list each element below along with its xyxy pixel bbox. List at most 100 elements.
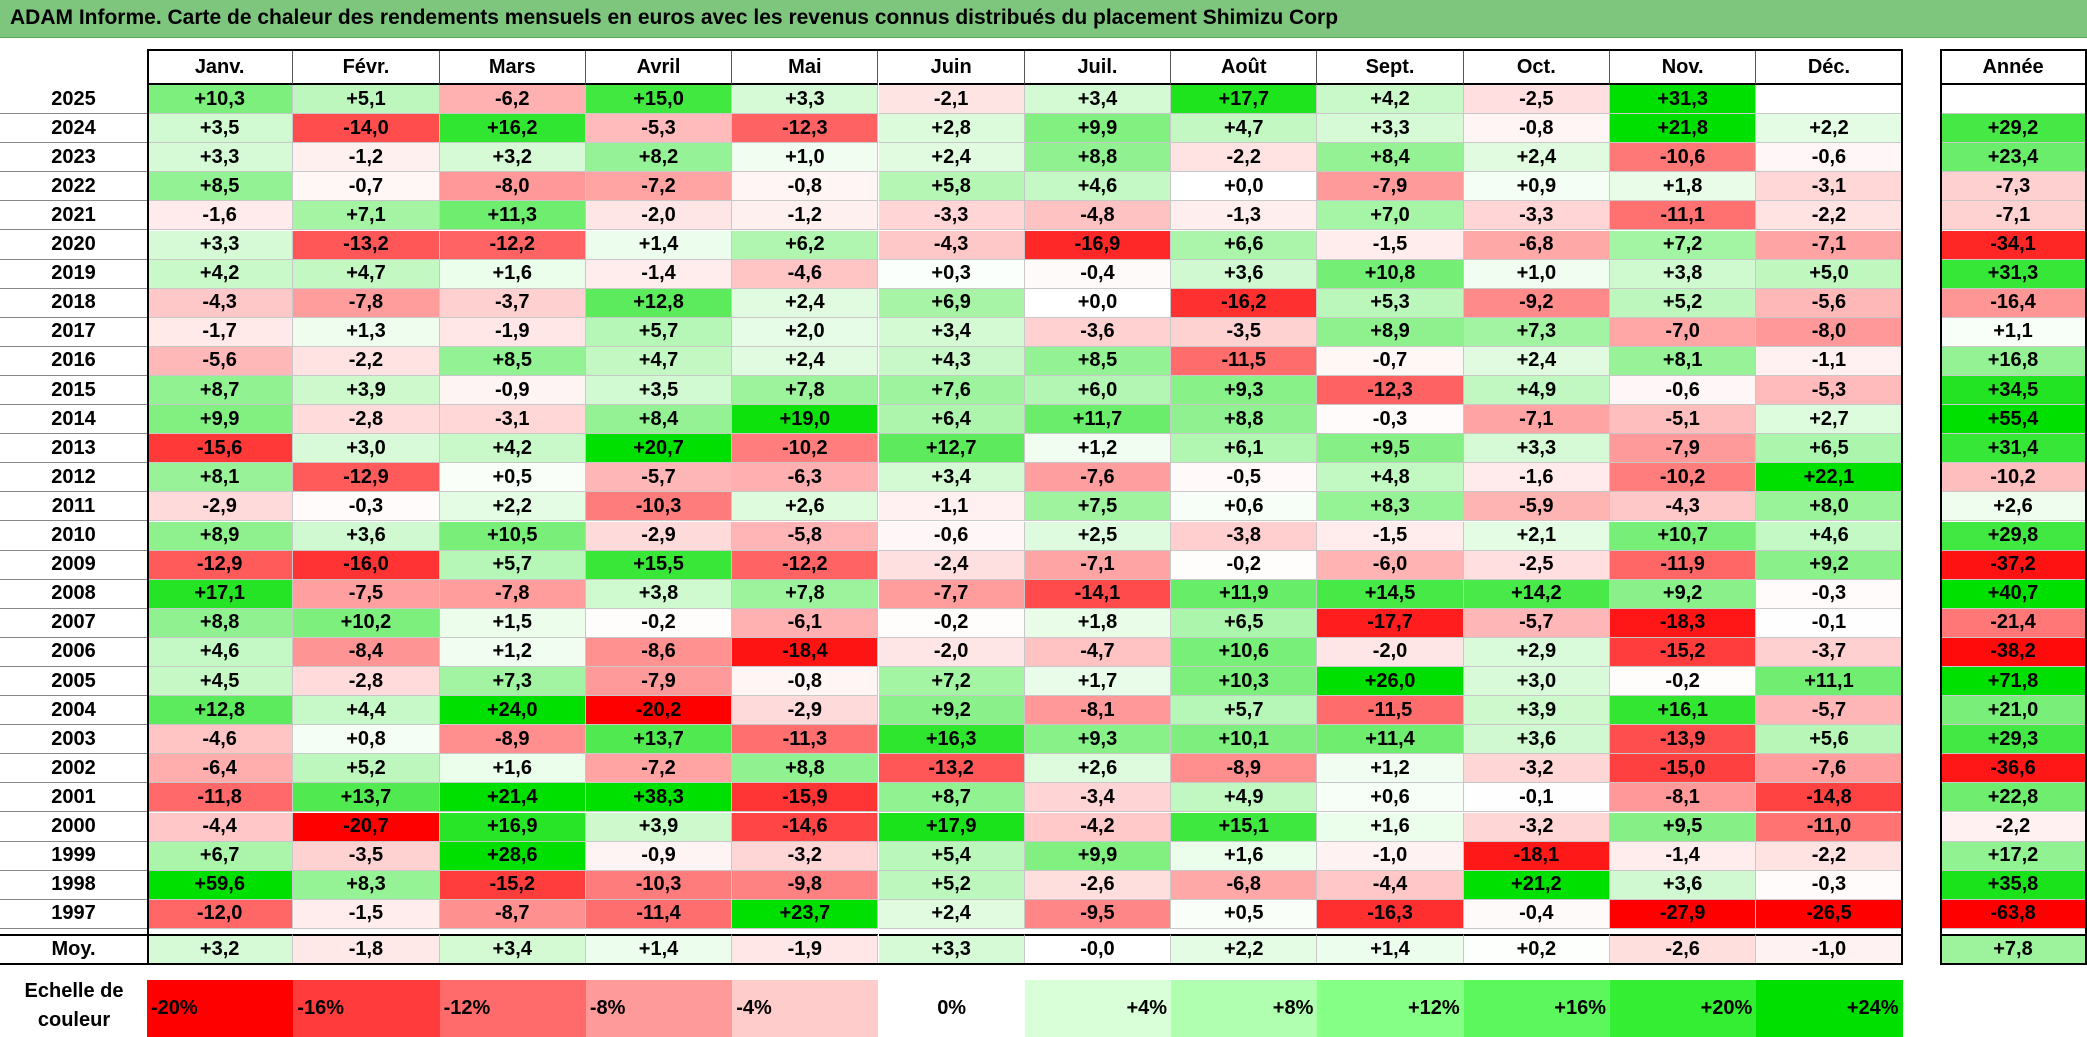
scale-swatch: +8% [1171, 980, 1318, 1037]
heatmap-cell: +3,4 [878, 463, 1025, 493]
heatmap-cell: -11,1 [1610, 201, 1757, 231]
heatmap-cell: +1,6 [439, 754, 586, 784]
heatmap-cell: -4,8 [1024, 201, 1172, 231]
heatmap-cell: -2,9 [585, 521, 733, 551]
heatmap-cell: -7,7 [878, 579, 1025, 609]
heatmap-cell: -7,2 [585, 754, 733, 784]
heatmap-cell: -18,3 [1610, 608, 1757, 638]
heatmap-cell: -5,6 [147, 346, 294, 376]
heatmap-cell: +8,1 [1610, 346, 1757, 376]
month-header: Juin [878, 49, 1025, 85]
heatmap-cell: -15,2 [1610, 637, 1757, 667]
heatmap-cell: -12,9 [293, 463, 440, 493]
heatmap-cell: +3,6 [1610, 870, 1757, 900]
year-label: 2017 [0, 317, 147, 347]
heatmap-cell: -5,3 [1756, 376, 1903, 406]
heatmap-cell: -7,1 [1463, 405, 1610, 435]
heatmap-cell: -0,4 [1463, 899, 1610, 929]
heatmap-cell: -11,8 [147, 783, 294, 813]
month-header: Août [1171, 49, 1318, 85]
average-cell: +2,2 [1171, 934, 1318, 965]
heatmap-cell: -9,2 [1463, 288, 1610, 318]
heatmap-cell: -12,9 [147, 550, 294, 580]
heatmap-cell: +9,9 [1024, 841, 1172, 871]
month-header: Sept. [1317, 49, 1464, 85]
heatmap-cell: -11,5 [1171, 346, 1318, 376]
heatmap-cell: +1,3 [293, 317, 440, 347]
heatmap-cell: -5,9 [1463, 492, 1610, 522]
heatmap-cell: +1,0 [1463, 259, 1610, 289]
heatmap-cell: +5,2 [1610, 288, 1757, 318]
heatmap-cell: +8,7 [147, 376, 294, 406]
year-label: 2019 [0, 259, 147, 289]
heatmap-cell: +8,8 [1171, 405, 1318, 435]
heatmap-cell: -12,2 [732, 550, 879, 580]
heatmap-cell: +17,9 [878, 812, 1025, 842]
heatmap-cell: -10,3 [585, 870, 733, 900]
heatmap-cell: +8,0 [1756, 492, 1903, 522]
heatmap-cell: +23,7 [732, 899, 879, 929]
heatmap-cell: -0,3 [1756, 870, 1903, 900]
heatmap-cell: -16,3 [1317, 899, 1464, 929]
heatmap-cell: -13,9 [1610, 725, 1757, 755]
heatmap-cell: +3,5 [585, 376, 733, 406]
year-label: 2014 [0, 405, 147, 435]
heatmap-cell: +1,2 [439, 637, 586, 667]
heatmap-cell: -1,6 [147, 201, 294, 231]
heatmap-cell: +5,7 [439, 550, 586, 580]
heatmap-cell: +6,6 [1171, 230, 1318, 260]
heatmap-cell: -7,1 [1756, 230, 1903, 260]
heatmap-cell: -3,6 [1024, 317, 1172, 347]
heatmap-cell: +9,3 [1171, 376, 1318, 406]
annual-cell: -2,2 [1940, 812, 2087, 842]
heatmap-cell: +8,8 [732, 754, 879, 784]
heatmap-cell: +0,3 [878, 259, 1025, 289]
year-label: 1999 [0, 841, 147, 871]
heatmap-cell: -13,2 [878, 754, 1025, 784]
heatmap-cell: +8,5 [147, 172, 294, 202]
heatmap-cell: -16,9 [1024, 230, 1172, 260]
year-label: 2011 [0, 492, 147, 522]
year-label: 1997 [0, 899, 147, 929]
heatmap-cell: +0,0 [1171, 172, 1318, 202]
heatmap-cell: +6,9 [878, 288, 1025, 318]
heatmap-cell: +26,0 [1317, 667, 1464, 697]
heatmap-cell: +0,5 [1171, 899, 1318, 929]
heatmap-cell: -1,9 [439, 317, 586, 347]
heatmap-cell: +9,9 [147, 405, 294, 435]
heatmap-cell: -3,7 [439, 288, 586, 318]
heatmap-cell: +11,1 [1756, 667, 1903, 697]
heatmap-cell: +4,8 [1317, 463, 1464, 493]
annual-cell: +29,2 [1940, 114, 2087, 144]
annual-cell: +71,8 [1940, 667, 2087, 697]
heatmap-cell: -3,8 [1171, 521, 1318, 551]
heatmap-cell: -0,8 [732, 172, 879, 202]
heatmap-cell: -2,6 [1024, 870, 1172, 900]
heatmap-cell: -11,3 [732, 725, 879, 755]
heatmap-cell: +6,4 [878, 405, 1025, 435]
average-cell: +3,2 [147, 934, 294, 965]
heatmap-cell: -2,0 [1317, 637, 1464, 667]
heatmap-cell: +17,7 [1171, 85, 1318, 115]
heatmap-cell: +3,6 [1171, 259, 1318, 289]
heatmap-cell: +2,4 [1463, 346, 1610, 376]
heatmap-cell: -7,1 [1024, 550, 1172, 580]
heatmap-cell: +10,6 [1171, 637, 1318, 667]
heatmap-cell: +5,2 [293, 754, 440, 784]
heatmap-cell: -14,1 [1024, 579, 1172, 609]
heatmap-cell: +4,6 [1024, 172, 1172, 202]
annual-cell: -38,2 [1940, 637, 2087, 667]
heatmap-cell: +6,5 [1756, 434, 1903, 464]
year-label: 2018 [0, 288, 147, 318]
heatmap-cell: +0,0 [1024, 288, 1172, 318]
month-header: Nov. [1610, 49, 1757, 85]
heatmap-cell: -1,1 [1756, 346, 1903, 376]
heatmap-cell: -6,0 [1317, 550, 1464, 580]
heatmap-cell: -11,5 [1317, 696, 1464, 726]
heatmap-cell: +4,7 [293, 259, 440, 289]
heatmap-cell: -8,6 [585, 637, 733, 667]
heatmap-cell: +12,7 [878, 434, 1025, 464]
heatmap-cell: +28,6 [439, 841, 586, 871]
annual-cell: -7,1 [1940, 201, 2087, 231]
heatmap-cell: +12,8 [585, 288, 733, 318]
